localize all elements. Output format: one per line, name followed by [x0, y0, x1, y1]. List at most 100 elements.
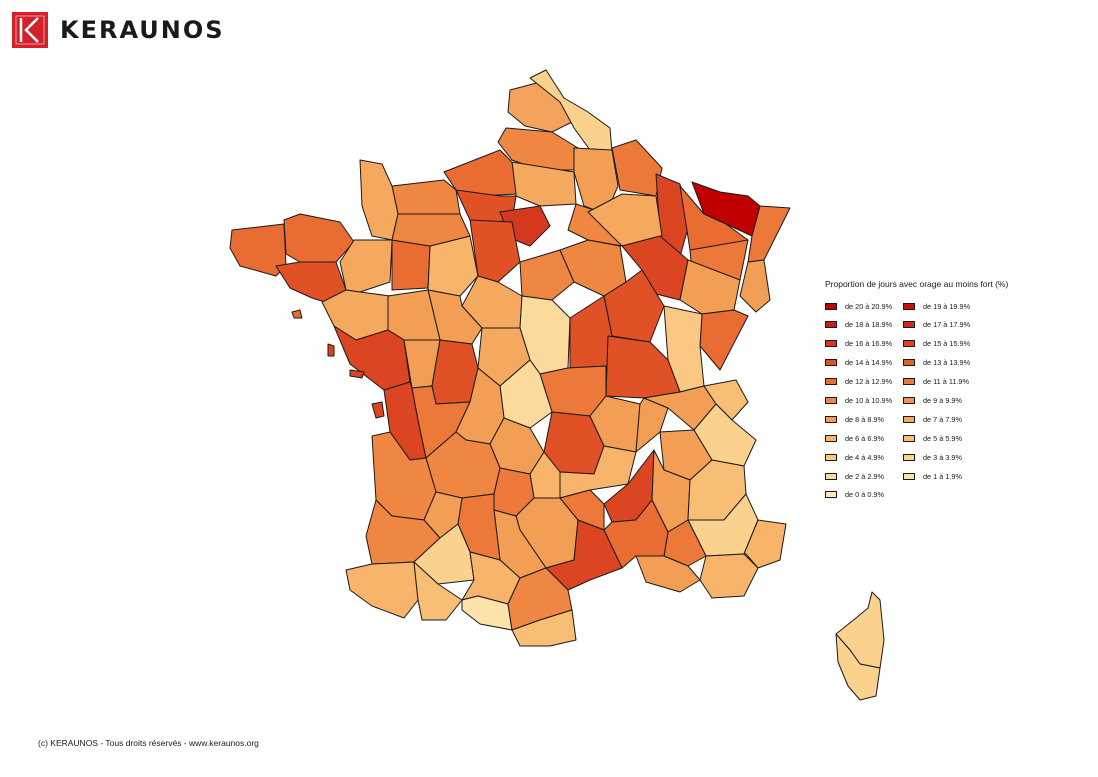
department-yonne: [559, 239, 627, 297]
legend-swatch: [903, 359, 915, 367]
department-corse-du-sud: [835, 633, 881, 701]
legend-label: de 4 à 4.9%: [845, 452, 884, 462]
legend-item: de 11 à 11.9%: [903, 377, 1013, 387]
legend-item: de 13 à 13.9%: [903, 358, 1013, 368]
legend-swatch: [825, 396, 837, 404]
department-loiret: [519, 249, 575, 301]
legend-item: de 0 à 0.9%: [825, 490, 903, 500]
department-herault: [545, 519, 623, 591]
legend-swatch: [903, 302, 915, 310]
department-vienne: [431, 339, 479, 405]
legend-label: de 19 à 19.9%: [923, 301, 971, 311]
legend-item: de 15 à 15.9%: [903, 339, 1013, 349]
legend-label: de 1 à 1.9%: [923, 471, 962, 481]
legend-item: de 9 à 9.9%: [903, 395, 1013, 405]
department-pyrenees-orientales: [511, 609, 577, 647]
legend-label: de 3 à 3.9%: [923, 452, 962, 462]
legend-item: de 12 à 12.9%: [825, 377, 903, 387]
legend-item: de 20 à 20.9%: [825, 301, 903, 311]
legend-label: de 10 à 10.9%: [845, 395, 893, 405]
legend-swatch: [903, 472, 915, 480]
legend-swatch: [825, 472, 837, 480]
legend-swatch: [903, 378, 915, 386]
department-haute-savoie: [703, 379, 749, 421]
department-cotes-armor: [283, 213, 355, 263]
department-rhone: [635, 397, 669, 453]
legend-label: de 13 à 13.9%: [923, 358, 971, 368]
legend-item: de 4 à 4.9%: [825, 452, 903, 462]
legend-label: de 9 à 9.9%: [923, 395, 962, 405]
legend-item: de 3 à 3.9%: [903, 452, 1013, 462]
brand-name: KERAUNOS: [60, 16, 225, 44]
legend-swatch: [825, 340, 837, 348]
legend-swatch: [903, 434, 915, 442]
copyright-footer: (c) KERAUNOS - Tous droits réservés - ww…: [38, 738, 259, 748]
department-aube: [587, 193, 663, 247]
legend-label: de 16 à 16.9%: [845, 339, 893, 349]
legend-swatch: [825, 359, 837, 367]
department-gard: [603, 499, 669, 569]
department-hautes-pyrenees: [413, 561, 463, 621]
legend-swatch: [825, 434, 837, 442]
department-manche: [359, 159, 399, 241]
legend-label: de 15 à 15.9%: [923, 339, 971, 349]
legend-label: de 17 à 17.9%: [923, 320, 971, 330]
department-haut-rhin: [739, 259, 771, 313]
department-pyrenees-atlantiques: [345, 561, 419, 619]
island-re: [349, 369, 365, 379]
keraunos-logo-icon: [12, 12, 48, 48]
legend-item: de 5 à 5.9%: [903, 433, 1013, 443]
legend-item: de 7 à 7.9%: [903, 414, 1013, 424]
legend-item: de 16 à 16.9%: [825, 339, 903, 349]
legend-swatch: [903, 340, 915, 348]
legend-label: de 12 à 12.9%: [845, 377, 893, 387]
island-noirmoutier: [327, 343, 335, 357]
legend-swatch: [825, 378, 837, 386]
legend-swatch: [903, 453, 915, 461]
legend-swatch: [903, 415, 915, 423]
legend-swatch: [825, 302, 837, 310]
department-var: [699, 553, 759, 599]
legend-label: de 6 à 6.9%: [845, 433, 884, 443]
legend-item: de 8 à 8.9%: [825, 414, 903, 424]
legend-item: de 10 à 10.9%: [825, 395, 903, 405]
island-oleron: [371, 401, 385, 419]
legend-label: de 8 à 8.9%: [845, 414, 884, 424]
legend-item: de 17 à 17.9%: [903, 320, 1013, 330]
legend-item: de 14 à 14.9%: [825, 358, 903, 368]
legend-grid: de 20 à 20.9% de 19 à 19.9% de 18 à 18.9% d…: [825, 301, 1065, 500]
legend-swatch: [825, 491, 837, 499]
legend-label: de 18 à 18.9%: [845, 320, 893, 330]
department-eure-loir: [469, 219, 521, 283]
legend-item: de 1 à 1.9%: [903, 471, 1013, 481]
legend-label: de 7 à 7.9%: [923, 414, 962, 424]
legend: Proportion de jours avec orage au moins …: [825, 279, 1065, 500]
legend-item: de 2 à 2.9%: [825, 471, 903, 481]
legend-label: de 2 à 2.9%: [845, 471, 884, 481]
department-nord: [529, 69, 613, 153]
legend-label: de 20 à 20.9%: [845, 301, 893, 311]
legend-swatch: [903, 321, 915, 329]
legend-label: de 14 à 14.9%: [845, 358, 893, 368]
legend-swatch: [825, 453, 837, 461]
legend-title: Proportion de jours avec orage au moins …: [825, 279, 1009, 289]
department-lozere: [559, 489, 605, 531]
department-ardennes: [611, 139, 663, 197]
department-doubs: [699, 309, 749, 371]
legend-item: de 6 à 6.9%: [825, 433, 903, 443]
legend-swatch: [903, 396, 915, 404]
legend-swatch: [825, 415, 837, 423]
department-orne: [391, 213, 471, 247]
legend-label: de 0 à 0.9%: [845, 490, 884, 500]
legend-item: de 18 à 18.9%: [825, 320, 903, 330]
department-mayenne: [391, 239, 431, 291]
legend-label: de 11 à 11.9%: [923, 377, 969, 387]
legend-label: de 5 à 5.9%: [923, 433, 962, 443]
brand-logo: KERAUNOS: [12, 12, 225, 48]
legend-item: de 19 à 19.9%: [903, 301, 1013, 311]
legend-swatch: [825, 321, 837, 329]
island-belle-ile: [291, 309, 303, 319]
department-nievre: [569, 295, 613, 369]
